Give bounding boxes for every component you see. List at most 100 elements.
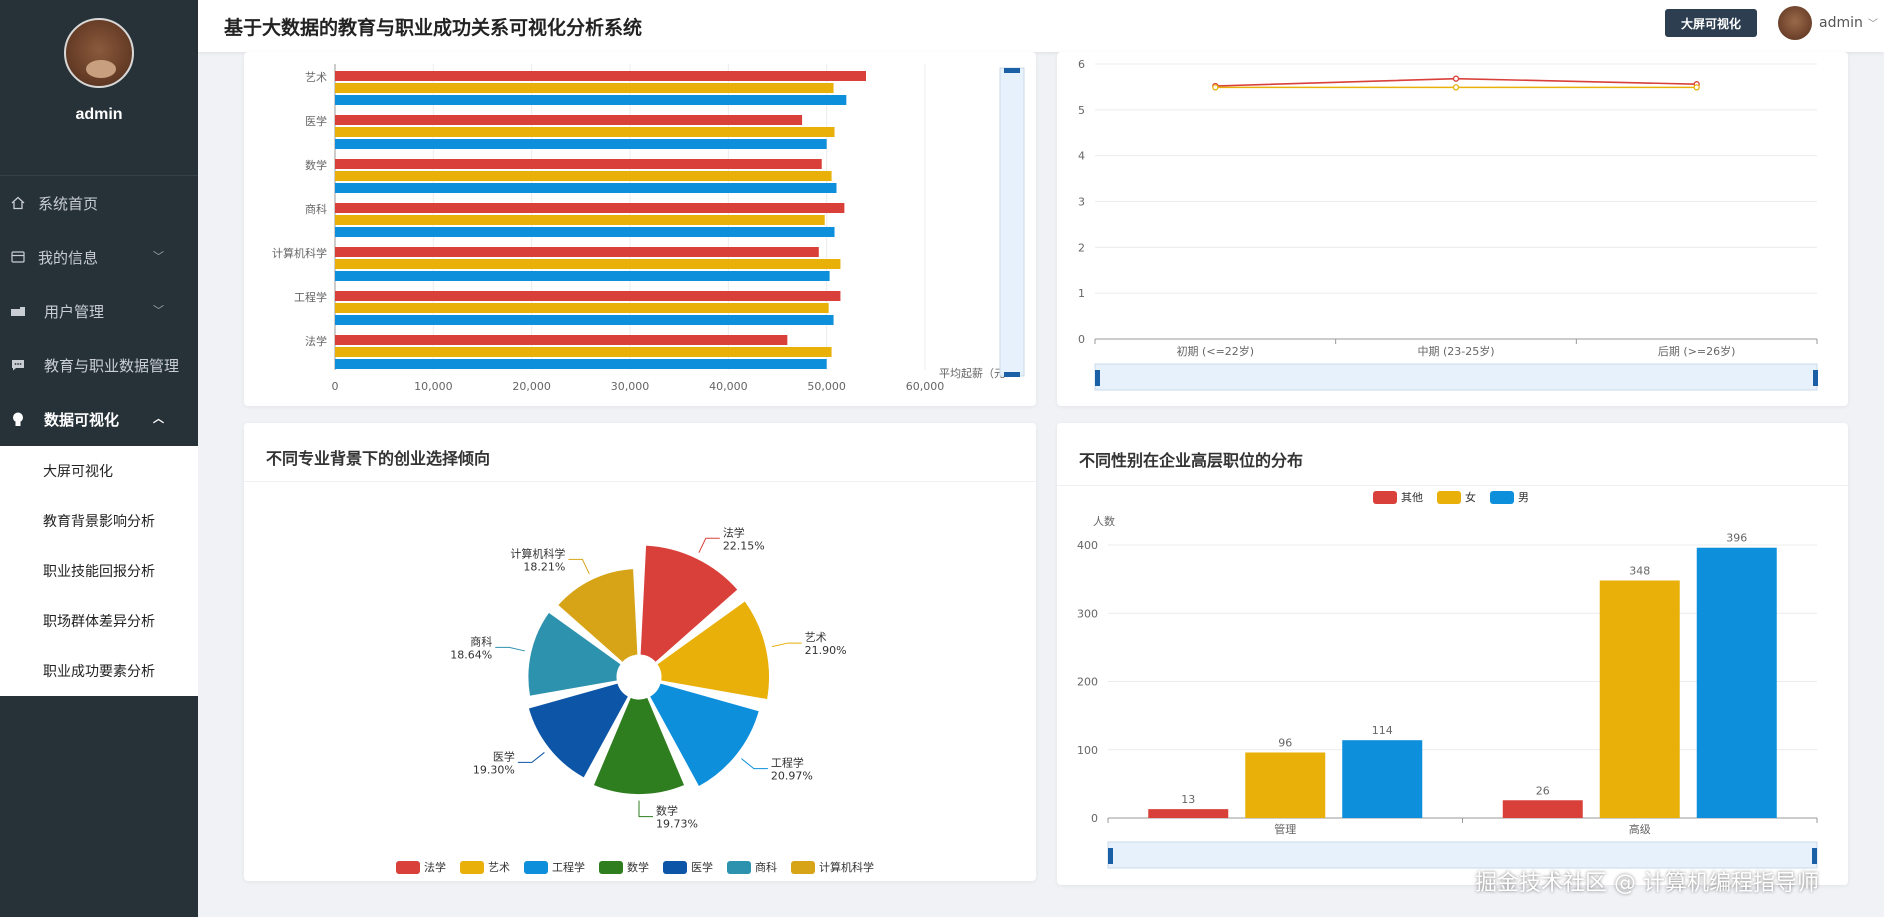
legend-item[interactable]: 计算机科学 bbox=[791, 859, 874, 875]
legend-item[interactable]: 女 bbox=[1437, 489, 1476, 505]
legend-item[interactable]: 男 bbox=[1490, 489, 1529, 505]
home-icon bbox=[10, 196, 26, 210]
legend-swatch bbox=[460, 860, 484, 874]
y-tick-label: 商科 bbox=[305, 202, 327, 216]
bar-value-label: 114 bbox=[1372, 724, 1393, 737]
sidebar-item-label: 教育与职业数据管理 bbox=[44, 356, 180, 375]
card-icon bbox=[10, 250, 26, 264]
chevron-down-icon[interactable]: ﹀ bbox=[1868, 19, 1878, 30]
y-tick-label: 300 bbox=[1077, 607, 1098, 620]
label-line bbox=[698, 537, 720, 553]
zoom-slider-track bbox=[999, 67, 1025, 377]
slice-label: 数学 bbox=[656, 804, 678, 818]
startup-pie-card: 不同专业背景下的创业选择倾向 法学 22.15% 艺术 21.90% 工程学 20.97%… bbox=[244, 423, 1036, 881]
chevron-up-icon: ︿ bbox=[153, 412, 164, 425]
bar bbox=[335, 259, 841, 269]
legend-item[interactable]: 商科 bbox=[727, 859, 777, 875]
big-screen-button[interactable]: 大屏可视化 bbox=[1665, 9, 1757, 37]
sidebar-item-my-info[interactable]: 我的信息 ﹀ bbox=[0, 230, 198, 284]
slice-percent: 21.90% bbox=[805, 644, 847, 657]
header-username[interactable]: admin bbox=[1819, 15, 1863, 31]
avatar[interactable] bbox=[64, 18, 134, 88]
y-tick-label: 工程学 bbox=[294, 290, 327, 304]
y-tick-label: 法学 bbox=[305, 334, 327, 348]
bar bbox=[335, 215, 825, 225]
x-tick-label: 后期 (>=26岁) bbox=[1658, 344, 1736, 358]
pie-slice bbox=[527, 682, 629, 779]
zoom-slider-handle bbox=[1004, 68, 1020, 73]
data-point bbox=[1212, 84, 1219, 91]
legend-item[interactable]: 其他 bbox=[1373, 489, 1423, 505]
y-tick-label: 计算机科学 bbox=[272, 246, 327, 260]
sidebar-item-visualization[interactable]: 数据可视化 ︿ bbox=[0, 392, 198, 446]
legend-item[interactable]: 医学 bbox=[663, 859, 713, 875]
sidebar-subitem-education-impact[interactable]: 教育背景影响分析 bbox=[43, 514, 155, 530]
legend-label: 其他 bbox=[1401, 491, 1423, 504]
bar bbox=[335, 127, 835, 137]
slice-label: 计算机科学 bbox=[510, 546, 565, 560]
slice-label: 商科 bbox=[470, 634, 492, 648]
legend-label: 男 bbox=[1518, 491, 1529, 504]
sidebar-item-label: 我的信息 bbox=[38, 248, 99, 267]
sidebar-item-user-manage[interactable]: 用户管理 ﹀ bbox=[0, 284, 198, 338]
pie-slice bbox=[656, 600, 770, 701]
bar bbox=[335, 171, 832, 181]
sidebar-item-data-manage[interactable]: 教育与职业数据管理 bbox=[0, 338, 198, 392]
sidebar-subitem-big-screen[interactable]: 大屏可视化 bbox=[43, 464, 113, 480]
y-tick-label: 医学 bbox=[305, 114, 327, 128]
data-point bbox=[1452, 84, 1460, 91]
x-tick-label: 40,000 bbox=[709, 380, 748, 393]
axis-label: 平均起薪（元 bbox=[939, 367, 1005, 380]
pie-slice bbox=[592, 696, 686, 796]
label-line bbox=[771, 642, 802, 648]
legend-swatch bbox=[396, 860, 420, 874]
slice-label: 医学 bbox=[493, 749, 515, 763]
x-tick-label: 管理 bbox=[1274, 822, 1296, 836]
legend-label: 商科 bbox=[755, 861, 777, 874]
bar bbox=[1696, 547, 1777, 818]
legend-item[interactable]: 数学 bbox=[599, 859, 649, 875]
y-tick-label: 2 bbox=[1078, 241, 1085, 254]
bar bbox=[335, 159, 822, 169]
y-axis-label: 人数 bbox=[1093, 515, 1115, 528]
divider bbox=[1057, 485, 1848, 486]
gender-bar-chart: 人数 0 100 200 300 400 管理 13 96 114 高级 26 348 396 bbox=[1077, 515, 1818, 869]
legend-label: 计算机科学 bbox=[819, 861, 874, 874]
x-tick-label: 高级 bbox=[1629, 822, 1651, 836]
legend-swatch bbox=[791, 860, 815, 874]
legend-item[interactable]: 工程学 bbox=[524, 859, 585, 875]
legend-item[interactable]: 法学 bbox=[396, 859, 446, 875]
x-tick-label: 50,000 bbox=[807, 380, 846, 393]
sidebar-item-label: 数据可视化 bbox=[44, 410, 120, 429]
label-line bbox=[638, 800, 653, 818]
legend-item[interactable]: 艺术 bbox=[460, 859, 510, 875]
card-title: 不同专业背景下的创业选择倾向 bbox=[266, 449, 491, 468]
pie-slice bbox=[639, 544, 739, 663]
chat-icon bbox=[10, 358, 26, 372]
slice-label: 工程学 bbox=[771, 756, 804, 770]
data-point bbox=[1693, 84, 1700, 91]
bar bbox=[1148, 809, 1229, 818]
legend-label: 法学 bbox=[424, 861, 446, 874]
slice-percent: 20.97% bbox=[771, 770, 813, 783]
sidebar-subitem-group-difference[interactable]: 职场群体差异分析 bbox=[43, 614, 155, 630]
x-tick-label: 中期 (23-25岁) bbox=[1417, 344, 1494, 358]
bar bbox=[335, 71, 866, 81]
sidebar-menu: 系统首页 我的信息 ﹀ 用户管理 ﹀ 教育与职业数据管理 数据可 bbox=[0, 176, 198, 446]
legend-label: 艺术 bbox=[488, 861, 510, 874]
sidebar-item-home[interactable]: 系统首页 bbox=[0, 176, 198, 230]
y-tick-label: 数学 bbox=[305, 158, 327, 172]
label-line bbox=[568, 558, 590, 575]
header-avatar[interactable] bbox=[1778, 6, 1812, 40]
y-tick-label: 艺术 bbox=[305, 71, 327, 84]
salary-bar-chart: 0 10,000 20,000 30,000 40,000 50,000 60,000 艺术医… bbox=[272, 64, 1025, 393]
sidebar-subitem-skill-return[interactable]: 职业技能回报分析 bbox=[43, 564, 155, 580]
sidebar-subitem-success-factors[interactable]: 职业成功要素分析 bbox=[43, 664, 155, 680]
zoom-slider-handle bbox=[1813, 370, 1818, 386]
sidebar-username: admin bbox=[75, 106, 123, 123]
y-tick-label: 1 bbox=[1078, 287, 1085, 300]
bar bbox=[335, 335, 788, 345]
x-tick-label: 0 bbox=[332, 380, 339, 393]
zoom-slider-handle bbox=[1095, 370, 1100, 386]
